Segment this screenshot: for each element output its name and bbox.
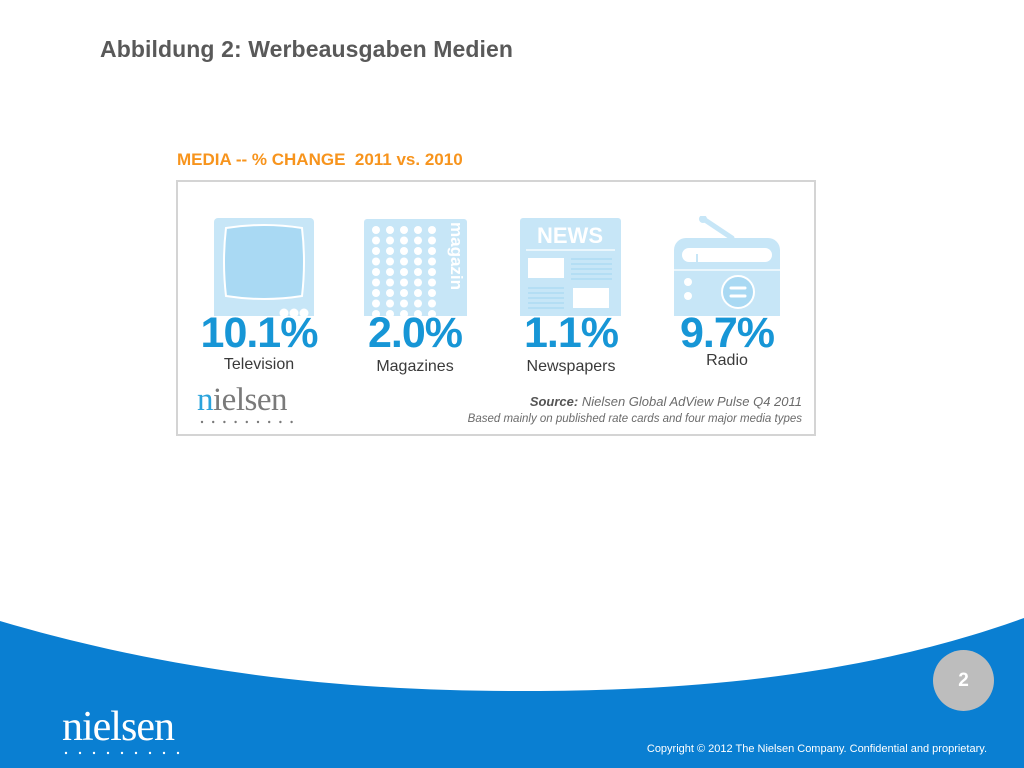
magazine-dot	[386, 257, 394, 266]
source-text: Nielsen Global AdView Pulse Q4 2011	[578, 394, 802, 409]
radio-icon	[674, 216, 780, 316]
logo-dot	[256, 420, 260, 424]
footer-band	[0, 618, 1024, 768]
logo-dot	[176, 751, 180, 755]
copyright-text: Copyright © 2012 The Nielsen Company. Co…	[646, 743, 987, 755]
magazine-dot	[386, 278, 394, 287]
magazine-dot	[428, 247, 436, 255]
magazine-dot	[372, 226, 380, 234]
magazine-dot	[400, 299, 408, 308]
magazine-dot	[386, 236, 394, 245]
magazine-dot	[414, 226, 422, 234]
magazine-dot	[386, 289, 394, 297]
logo-dot	[106, 751, 110, 755]
logo-dot	[148, 751, 152, 755]
logo-dot	[245, 420, 248, 424]
nielsen-logo-footer: nielsen	[62, 704, 175, 750]
magazine-dot	[386, 299, 394, 308]
magazine-dot	[386, 247, 394, 255]
magazine-dot	[400, 257, 408, 266]
magazine-dot	[372, 268, 380, 276]
magazine-dot	[400, 310, 408, 316]
magazine-dot	[400, 226, 408, 234]
logo-dot	[162, 751, 166, 755]
nielsen-logo-small: nielsen	[197, 384, 287, 417]
magazine-dot	[428, 226, 436, 234]
logo-dot	[279, 420, 282, 424]
magazine-dot	[428, 278, 436, 287]
source-line: Source: Nielsen Global AdView Pulse Q4 2…	[530, 394, 802, 409]
logo-dots	[200, 420, 293, 424]
basis-note: Based mainly on published rate cards and…	[467, 413, 802, 425]
magazine-dot	[372, 247, 380, 255]
logo-rest: ielsen	[213, 382, 287, 418]
magazine-dot	[400, 247, 408, 255]
television-icon	[214, 218, 314, 316]
logo-dot	[234, 420, 237, 424]
footer-logo-dots	[64, 751, 180, 755]
magazine-dot	[414, 299, 422, 308]
media-label: Newspapers	[526, 358, 616, 375]
logo-dot	[223, 420, 226, 424]
logo-first-letter: n	[197, 382, 214, 418]
media-item-radio: 9.7% Radio	[652, 216, 802, 376]
magazine-dot	[428, 310, 436, 316]
magazine-icon-text: magazin	[447, 222, 466, 290]
magazine-dot	[414, 236, 422, 245]
source-label: Source:	[529, 394, 579, 409]
logo-dot	[290, 420, 293, 424]
magazine-icon: magazin	[364, 219, 467, 316]
logo-dot	[200, 420, 204, 424]
newspaper-icon-text: NEWS	[537, 223, 603, 248]
media-label: Radio	[706, 352, 748, 369]
logo-dot	[78, 751, 82, 755]
magazine-dot	[386, 226, 394, 234]
logo-dot	[64, 751, 68, 755]
logo-dot	[134, 751, 138, 755]
infographic-panel: 10.1% Television magazin 2.0% Magazines …	[176, 180, 816, 436]
media-label: Television	[223, 356, 295, 373]
infographic-title: MEDIA -- % CHANGE 2011 vs. 2010	[177, 150, 463, 169]
magazine-dot	[428, 299, 436, 308]
logo-dot	[268, 420, 271, 424]
magazine-dot	[372, 299, 380, 308]
media-item-magazines: magazin 2.0% Magazines	[340, 216, 490, 376]
media-value: 9.7%	[679, 309, 775, 357]
magazine-dot	[400, 278, 408, 287]
magazine-dot	[400, 268, 408, 276]
magazine-dot	[372, 310, 380, 316]
logo-dot	[120, 751, 124, 755]
magazine-dot	[414, 310, 422, 316]
media-item-television: 10.1% Television	[184, 216, 334, 376]
magazine-dot	[400, 236, 408, 245]
magazine-dot	[372, 289, 380, 297]
media-item-newspapers: NEWS 1.1% Newspapers	[496, 216, 646, 376]
magazine-dot	[372, 236, 380, 245]
magazine-dot	[372, 257, 380, 266]
magazine-dot	[372, 278, 380, 287]
magazine-dot	[400, 289, 408, 297]
page-number-badge: 2	[933, 650, 994, 711]
logo-dot	[92, 751, 96, 755]
media-value: 1.1%	[523, 309, 619, 357]
magazine-dot	[414, 278, 422, 287]
magazine-dot	[386, 268, 394, 276]
logo-dot	[212, 420, 215, 424]
magazine-dot	[414, 257, 422, 266]
media-label: Magazines	[376, 358, 454, 375]
media-value: 10.1%	[200, 309, 319, 357]
slide-title: Abbildung 2: Werbeausgaben Medien	[100, 36, 514, 62]
magazine-dot	[428, 289, 436, 297]
magazine-dot	[428, 268, 436, 276]
magazine-dot	[386, 310, 394, 316]
magazine-dot	[414, 268, 422, 276]
magazine-dot	[414, 289, 422, 297]
magazine-dot	[428, 236, 436, 245]
media-value: 2.0%	[367, 309, 463, 357]
magazine-dot	[414, 247, 422, 255]
magazine-dot	[428, 257, 436, 266]
newspaper-icon: NEWS	[520, 218, 621, 316]
